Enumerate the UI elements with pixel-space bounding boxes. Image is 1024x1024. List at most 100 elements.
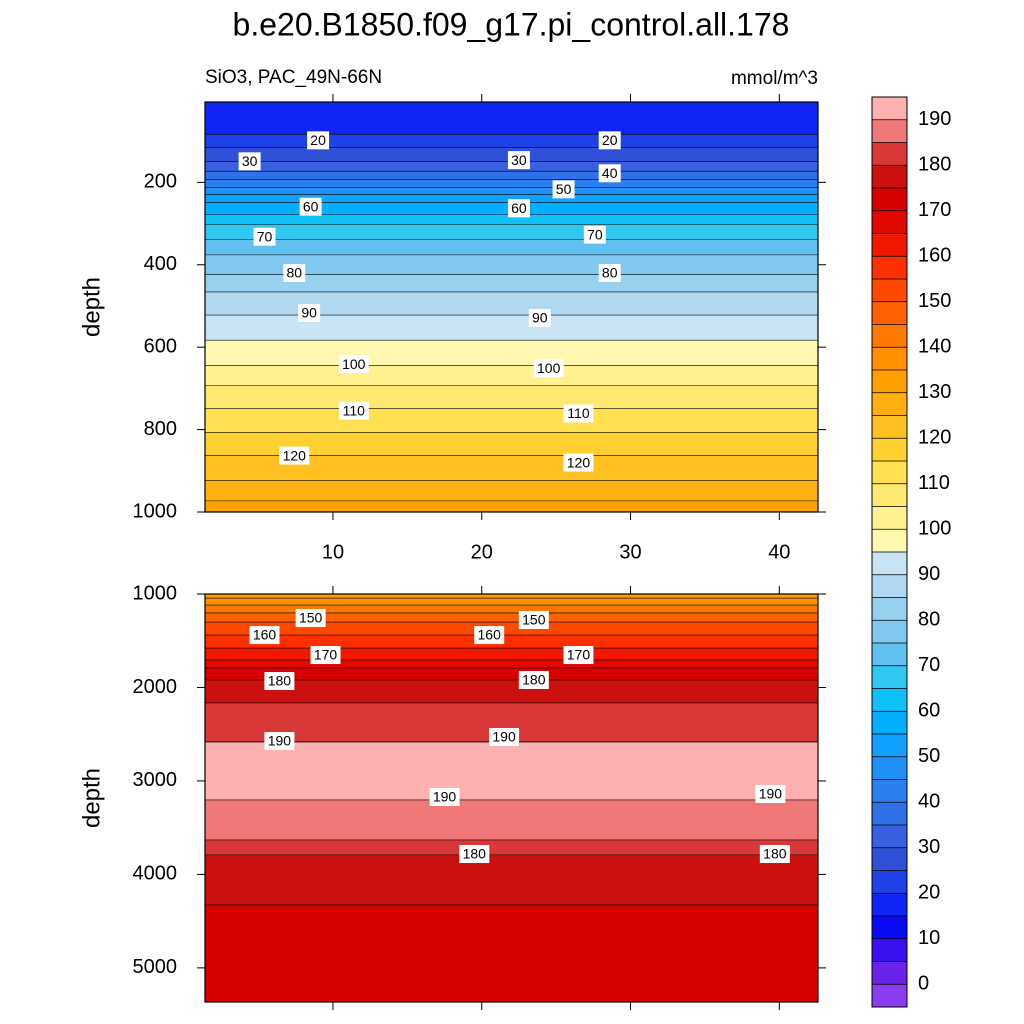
contour-fill [205,741,818,800]
contour-fill [205,340,818,366]
colorbar-label: 110 [918,472,950,494]
colorbar-label: 80 [918,609,940,631]
contour-label-box [598,164,621,183]
contour-label: 110 [563,404,594,423]
contour-label: 80 [283,264,306,283]
contour-label: 180 [459,845,490,864]
contour-label: 150 [295,609,326,628]
contour-label: 160 [249,626,280,645]
contour-label-box [295,609,326,628]
contour-label-text: 60 [511,200,527,216]
colorbar-label: 70 [918,654,940,676]
contour-label-text: 190 [492,729,516,745]
contour-label-box [507,199,530,218]
contour-label-box [563,453,594,472]
colorbar-label: 170 [918,199,951,221]
colorbar-box [872,688,907,712]
colorbar-label: 180 [918,154,951,176]
contour-label: 100 [338,355,369,374]
contour-label-box [249,626,280,645]
colorbar-box [872,97,907,120]
contour-label-box [298,303,321,322]
colorbar-box [872,279,907,302]
colorbar-label: 10 [918,927,940,949]
contour-fill [205,612,818,623]
contour-fill [205,854,818,905]
contour-label-box [598,131,621,150]
contour-label-box [563,646,594,665]
y-tick-label: 400 [144,253,177,275]
contour-fill [205,622,818,636]
contour-label: 20 [307,131,330,150]
contour-label-text: 120 [283,447,307,463]
colorbar-label: 90 [918,563,940,585]
contour-label-box [533,359,564,378]
colorbar-box [872,825,907,848]
contour-label: 190 [755,785,786,804]
contour-fill [205,594,818,599]
contour-label-text: 190 [268,733,292,749]
x-tick-label: 20 [471,541,493,563]
colorbar-label: 120 [918,427,951,449]
colorbar-box [872,165,907,188]
contour-label-box [759,845,790,864]
contour-label-box [338,401,369,420]
colorbar-box [872,574,907,598]
contour-fill [205,839,818,855]
y-tick-label: 3000 [133,769,178,791]
contour-label-box [310,646,341,665]
contour-label-box [507,151,530,170]
y-tick-label: 4000 [133,863,178,885]
contour-fill [205,179,818,188]
contour-label-text: 190 [759,786,783,802]
contour-label-text: 90 [532,310,548,326]
colorbar-box [872,961,907,985]
contour-label-text: 180 [268,673,292,689]
colorbar-box [872,256,907,279]
contour-label-box [253,227,276,246]
contour-label-text: 80 [286,265,302,281]
colorbar-box [872,483,907,507]
x-tick-label: 40 [768,541,790,563]
contour-fill [205,171,818,180]
y-tick-label: 5000 [133,956,178,978]
y-tick-label: 1000 [133,500,178,522]
contour-label: 60 [299,197,322,216]
colorbar-box [872,392,907,416]
contour-label: 70 [583,225,606,244]
contour-fill [205,274,818,292]
contour-label: 60 [507,199,530,218]
colorbar-box [872,347,907,370]
contour-label: 90 [298,303,321,322]
colorbar-box [872,529,907,552]
colorbar-box [872,916,907,939]
colorbar-box [872,461,907,484]
contour-label-text: 180 [463,846,487,862]
y-tick-label: 1000 [133,582,178,604]
colorbar-label: 140 [918,336,951,358]
contour-label-box [528,308,551,327]
contour-fill [205,635,818,649]
contour-label-text: 60 [303,198,319,214]
contour-label-box [518,610,549,629]
colorbar-box [872,506,907,530]
colorbar-box [872,324,907,348]
y-tick-label: 800 [144,418,177,440]
contour-label-box [238,152,261,171]
contour-fill [205,408,818,433]
colorbar-label: 100 [918,518,951,540]
contour-label-text: 80 [602,265,618,281]
colorbar-box [872,301,907,325]
colorbar-label: 40 [918,791,940,813]
contour-label: 110 [338,401,369,420]
contour-label-text: 20 [310,132,326,148]
colorbar-frame [871,96,908,1008]
contour-label: 90 [528,308,551,327]
contour-label-text: 30 [242,153,258,169]
contour-label-text: 30 [511,152,527,168]
contour-label: 190 [264,732,295,751]
colorbar-box [872,415,907,439]
contour-label-text: 180 [522,672,546,688]
contour-fill [205,214,818,225]
